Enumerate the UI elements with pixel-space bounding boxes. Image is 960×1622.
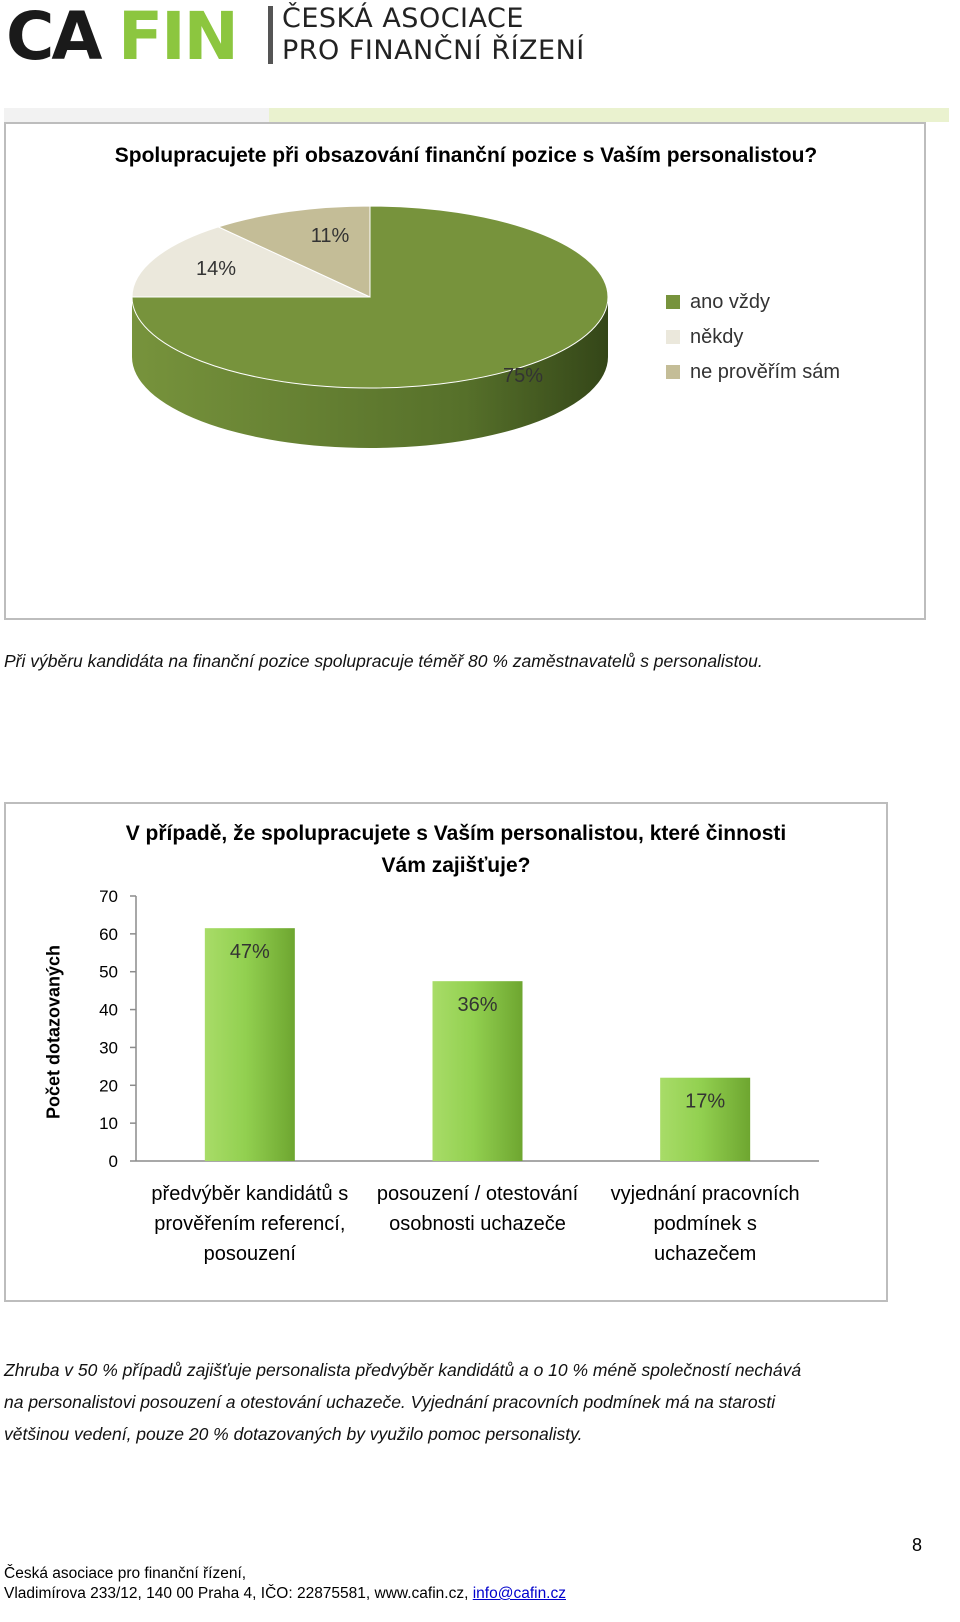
bar-data-label: 17% — [685, 1091, 725, 1113]
bar-chart-title-line1: V případě, že spolupracujete s Vaším per… — [125, 822, 787, 845]
y-tick-label: 10 — [99, 1114, 118, 1133]
y-tick-label: 50 — [99, 963, 118, 982]
bar-chart-title-line2: Vám zajišťuje? — [381, 854, 531, 877]
x-category-label: vyjednání pracovních — [611, 1183, 800, 1205]
bar-3 — [660, 1077, 751, 1161]
x-category-label: podmínek s — [653, 1213, 756, 1235]
y-tick-label: 20 — [99, 1076, 118, 1095]
bar-data-label: 36% — [457, 994, 497, 1016]
legend-item-ano-vzdy: ano vždy — [666, 290, 840, 314]
paragraph-2: Zhruba v 50 % případů zajišťuje personal… — [4, 1354, 954, 1450]
logo-ca-text: CA — [6, 0, 103, 75]
footer-line1: Česká asociace pro finanční řízení, — [4, 1565, 247, 1582]
legend-swatch-ne-proverim — [666, 365, 680, 379]
org-name-line2: PRO FINANČNÍ ŘÍZENÍ — [282, 35, 585, 66]
pie-chart-title: Spolupracujete při obsazování finanční p… — [114, 144, 818, 167]
paragraph-2-line3: většinou vedení, pouze 20 % dotazovaných… — [4, 1424, 583, 1444]
x-category-label: posouzení — [204, 1243, 297, 1265]
legend-label-ano-vzdy: ano vždy — [690, 290, 771, 313]
footer-line2: Vladimírova 233/12, 140 00 Praha 4, IČO:… — [4, 1584, 566, 1603]
page-number: 8 — [912, 1535, 923, 1555]
legend-item-ne-proverim: ne prověřím sám — [666, 360, 840, 384]
paragraph-2-line2: na personalistovi posouzení a otestování… — [4, 1392, 776, 1412]
bar-data-label: 47% — [230, 941, 270, 963]
logo-separator — [268, 6, 273, 64]
pie-side-wall — [132, 297, 608, 448]
header-bar-left — [4, 108, 269, 122]
pie-legend: ano vždy někdy ne prověřím sám — [666, 290, 840, 384]
x-category-label: předvýběr kandidátů s — [151, 1183, 348, 1205]
org-name-line1: ČESKÁ ASOCIACE — [282, 3, 524, 34]
legend-swatch-nekdy — [666, 330, 680, 344]
x-category-label: uchazečem — [654, 1243, 756, 1265]
bar-1 — [204, 928, 295, 1161]
y-tick-label: 30 — [99, 1038, 118, 1057]
paragraph-1: Při výběru kandidáta na finanční pozice … — [4, 651, 763, 671]
pie-slice-ano-vzdy — [131, 205, 609, 389]
paragraph-2-line1: Zhruba v 50 % případů zajišťuje personal… — [4, 1360, 802, 1380]
y-tick-label: 40 — [99, 1001, 118, 1020]
bar-2 — [432, 981, 523, 1161]
pie-slice-ne-proverim — [216, 205, 371, 298]
pie-chart-box: Spolupracujete při obsazování finanční p… — [4, 122, 926, 620]
footer-address: Vladimírova 233/12, 140 00 Praha 4, IČO:… — [4, 1585, 473, 1602]
y-tick-label: 0 — [109, 1152, 118, 1171]
pie-label-ano-vzdy: 75% — [503, 365, 543, 387]
x-category-label: osobnosti uchazeče — [389, 1213, 566, 1235]
y-tick-label: 60 — [99, 925, 118, 944]
pie-label-nekdy: 14% — [196, 258, 236, 280]
footer-email-link[interactable]: info@cafin.cz — [472, 1585, 566, 1602]
header-bar-right — [269, 108, 949, 122]
y-tick-label: 70 — [99, 887, 118, 906]
x-category-label: prověřením referencí, — [154, 1213, 345, 1235]
bar-chart-box: V případě, že spolupracujete s Vaším per… — [4, 802, 888, 1302]
pie-label-ne-proverim: 11% — [311, 225, 350, 247]
legend-label-nekdy: někdy — [690, 325, 744, 348]
legend-item-nekdy: někdy — [666, 325, 840, 349]
x-category-label: posouzení / otestování — [377, 1183, 579, 1205]
legend-label-ne-proverim: ne prověřím sám — [690, 360, 841, 383]
bar-chart-svg: 0 10 20 30 40 50 60 70 47% 36% 17% předvýběr kand… — [99, 887, 819, 1265]
pie-chart-svg: 75% 14% 11% — [131, 205, 609, 448]
logo-fin-text: FIN — [118, 0, 239, 75]
pie-slice-nekdy — [131, 226, 371, 298]
legend-swatch-ano-vzdy — [666, 295, 680, 309]
